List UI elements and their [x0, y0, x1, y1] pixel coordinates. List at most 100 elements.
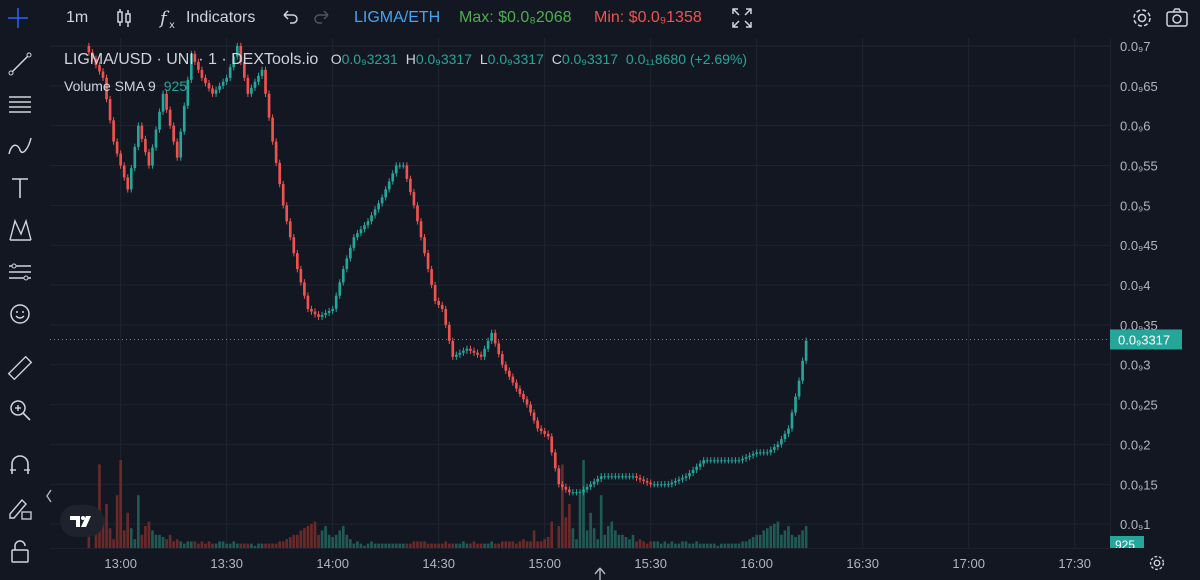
volume-bar — [228, 543, 232, 548]
candle — [624, 476, 628, 478]
candle — [525, 399, 529, 405]
volume-bar — [373, 543, 377, 548]
candle — [539, 428, 543, 432]
candle — [313, 311, 317, 315]
candle — [663, 484, 667, 486]
undo-icon[interactable] — [278, 6, 302, 30]
high-label: H — [405, 51, 416, 67]
volume-bar — [211, 543, 214, 548]
candle — [115, 141, 119, 154]
volume-bar — [324, 526, 327, 548]
interval-button[interactable]: 1m — [66, 9, 89, 26]
candle — [271, 117, 274, 142]
fib-icon[interactable] — [6, 258, 34, 286]
candles-icon[interactable] — [112, 6, 136, 30]
volume-bar — [349, 539, 352, 548]
volume-bar — [144, 526, 147, 548]
candle — [218, 85, 221, 90]
symbol-title[interactable]: LIGMA/USD · UNI · 1 · DEXTools.io — [64, 51, 319, 68]
candle — [783, 433, 787, 440]
magnet-icon[interactable] — [6, 452, 34, 480]
scroll-up-icon[interactable] — [592, 566, 608, 580]
trendline-icon[interactable] — [6, 50, 34, 78]
volume-bar — [762, 530, 766, 548]
zoom-icon[interactable] — [6, 396, 34, 424]
fx-icon[interactable]: f x — [156, 6, 180, 30]
candle — [437, 300, 440, 305]
collapse-toolbar-icon[interactable] — [44, 486, 54, 506]
volume-bar — [716, 545, 720, 548]
volume-bar — [363, 545, 366, 548]
volume-bar — [674, 543, 677, 548]
volume-bar — [462, 541, 465, 548]
time-axis[interactable]: 13:00 13:30 14:00 14:30 15:00 15:30 16:00 16:30… — [50, 548, 1110, 580]
price-chart[interactable] — [50, 38, 1110, 548]
volume-bar — [575, 539, 578, 548]
candle — [504, 364, 508, 371]
volume-bar — [550, 521, 554, 548]
candle — [356, 233, 359, 238]
volume-bar — [257, 543, 260, 548]
candle — [702, 460, 705, 464]
volume-bar — [472, 541, 476, 548]
axis-settings-icon[interactable] — [1146, 552, 1168, 574]
candle — [479, 354, 483, 357]
volume-bar — [165, 539, 168, 548]
candle — [232, 56, 236, 68]
camera-icon[interactable] — [1165, 6, 1189, 30]
redo-icon[interactable] — [310, 6, 334, 30]
candle — [190, 53, 193, 80]
lock-icon[interactable] — [6, 538, 34, 566]
pair-label[interactable]: LIGMA/ETH — [354, 9, 441, 26]
tradingview-logo[interactable] — [60, 505, 104, 537]
emoji-icon[interactable] — [6, 300, 34, 328]
max-price-label: Max: $0.0₈2068 — [459, 9, 572, 26]
brush-icon[interactable] — [6, 132, 34, 160]
candle — [462, 350, 465, 353]
volume-bar — [455, 543, 458, 548]
volume-bar — [656, 541, 660, 548]
text-icon[interactable] — [6, 174, 34, 202]
candle — [458, 352, 462, 355]
volume-bar — [589, 512, 592, 548]
crosshair-icon[interactable] — [6, 6, 30, 30]
indicators-button[interactable]: Indicators — [186, 9, 256, 26]
candle — [250, 87, 253, 94]
pencil-lock-icon[interactable] — [6, 494, 34, 522]
low-value: 0.0₉3317 — [487, 51, 544, 67]
candle — [331, 308, 334, 311]
volume-bar — [663, 541, 667, 548]
candle — [628, 476, 631, 478]
volume-bar — [281, 541, 285, 548]
candle — [370, 215, 373, 222]
chart-pane[interactable] — [50, 38, 1110, 548]
volume-bar — [306, 526, 310, 548]
ruler-icon[interactable] — [6, 354, 34, 382]
volume-bar — [440, 543, 444, 548]
candle — [695, 466, 698, 470]
settings-icon[interactable] — [1130, 6, 1154, 30]
pattern-icon[interactable] — [6, 216, 34, 244]
volume-bar — [734, 543, 737, 548]
candle — [656, 484, 660, 486]
volume-bar — [677, 543, 681, 548]
change-value: 0.0₁₁8680 (+2.69%) — [625, 51, 748, 67]
volume-label[interactable]: Volume SMA 9 — [64, 78, 156, 94]
volume-bar — [225, 543, 228, 548]
volume-bar — [98, 464, 101, 548]
candle — [652, 484, 656, 486]
volume-bar — [794, 537, 797, 548]
candle — [165, 93, 168, 110]
volume-bar — [292, 534, 296, 548]
candle — [151, 147, 154, 166]
volume-bar — [119, 460, 122, 548]
last-price-tag — [1110, 329, 1182, 350]
price-axis[interactable]: 0.0₉7 0.0₉65 0.0₉6 0.0₉55 0.0₉5 0.0₉45 0.0₉4 0.… — [1110, 38, 1200, 548]
candle — [87, 45, 91, 53]
fullscreen-icon[interactable] — [730, 6, 754, 30]
volume-bar — [765, 528, 769, 548]
horizontal-lines-icon[interactable] — [6, 90, 34, 118]
volume-bar — [341, 526, 345, 548]
volume-bar — [193, 541, 197, 548]
candle — [762, 452, 766, 454]
